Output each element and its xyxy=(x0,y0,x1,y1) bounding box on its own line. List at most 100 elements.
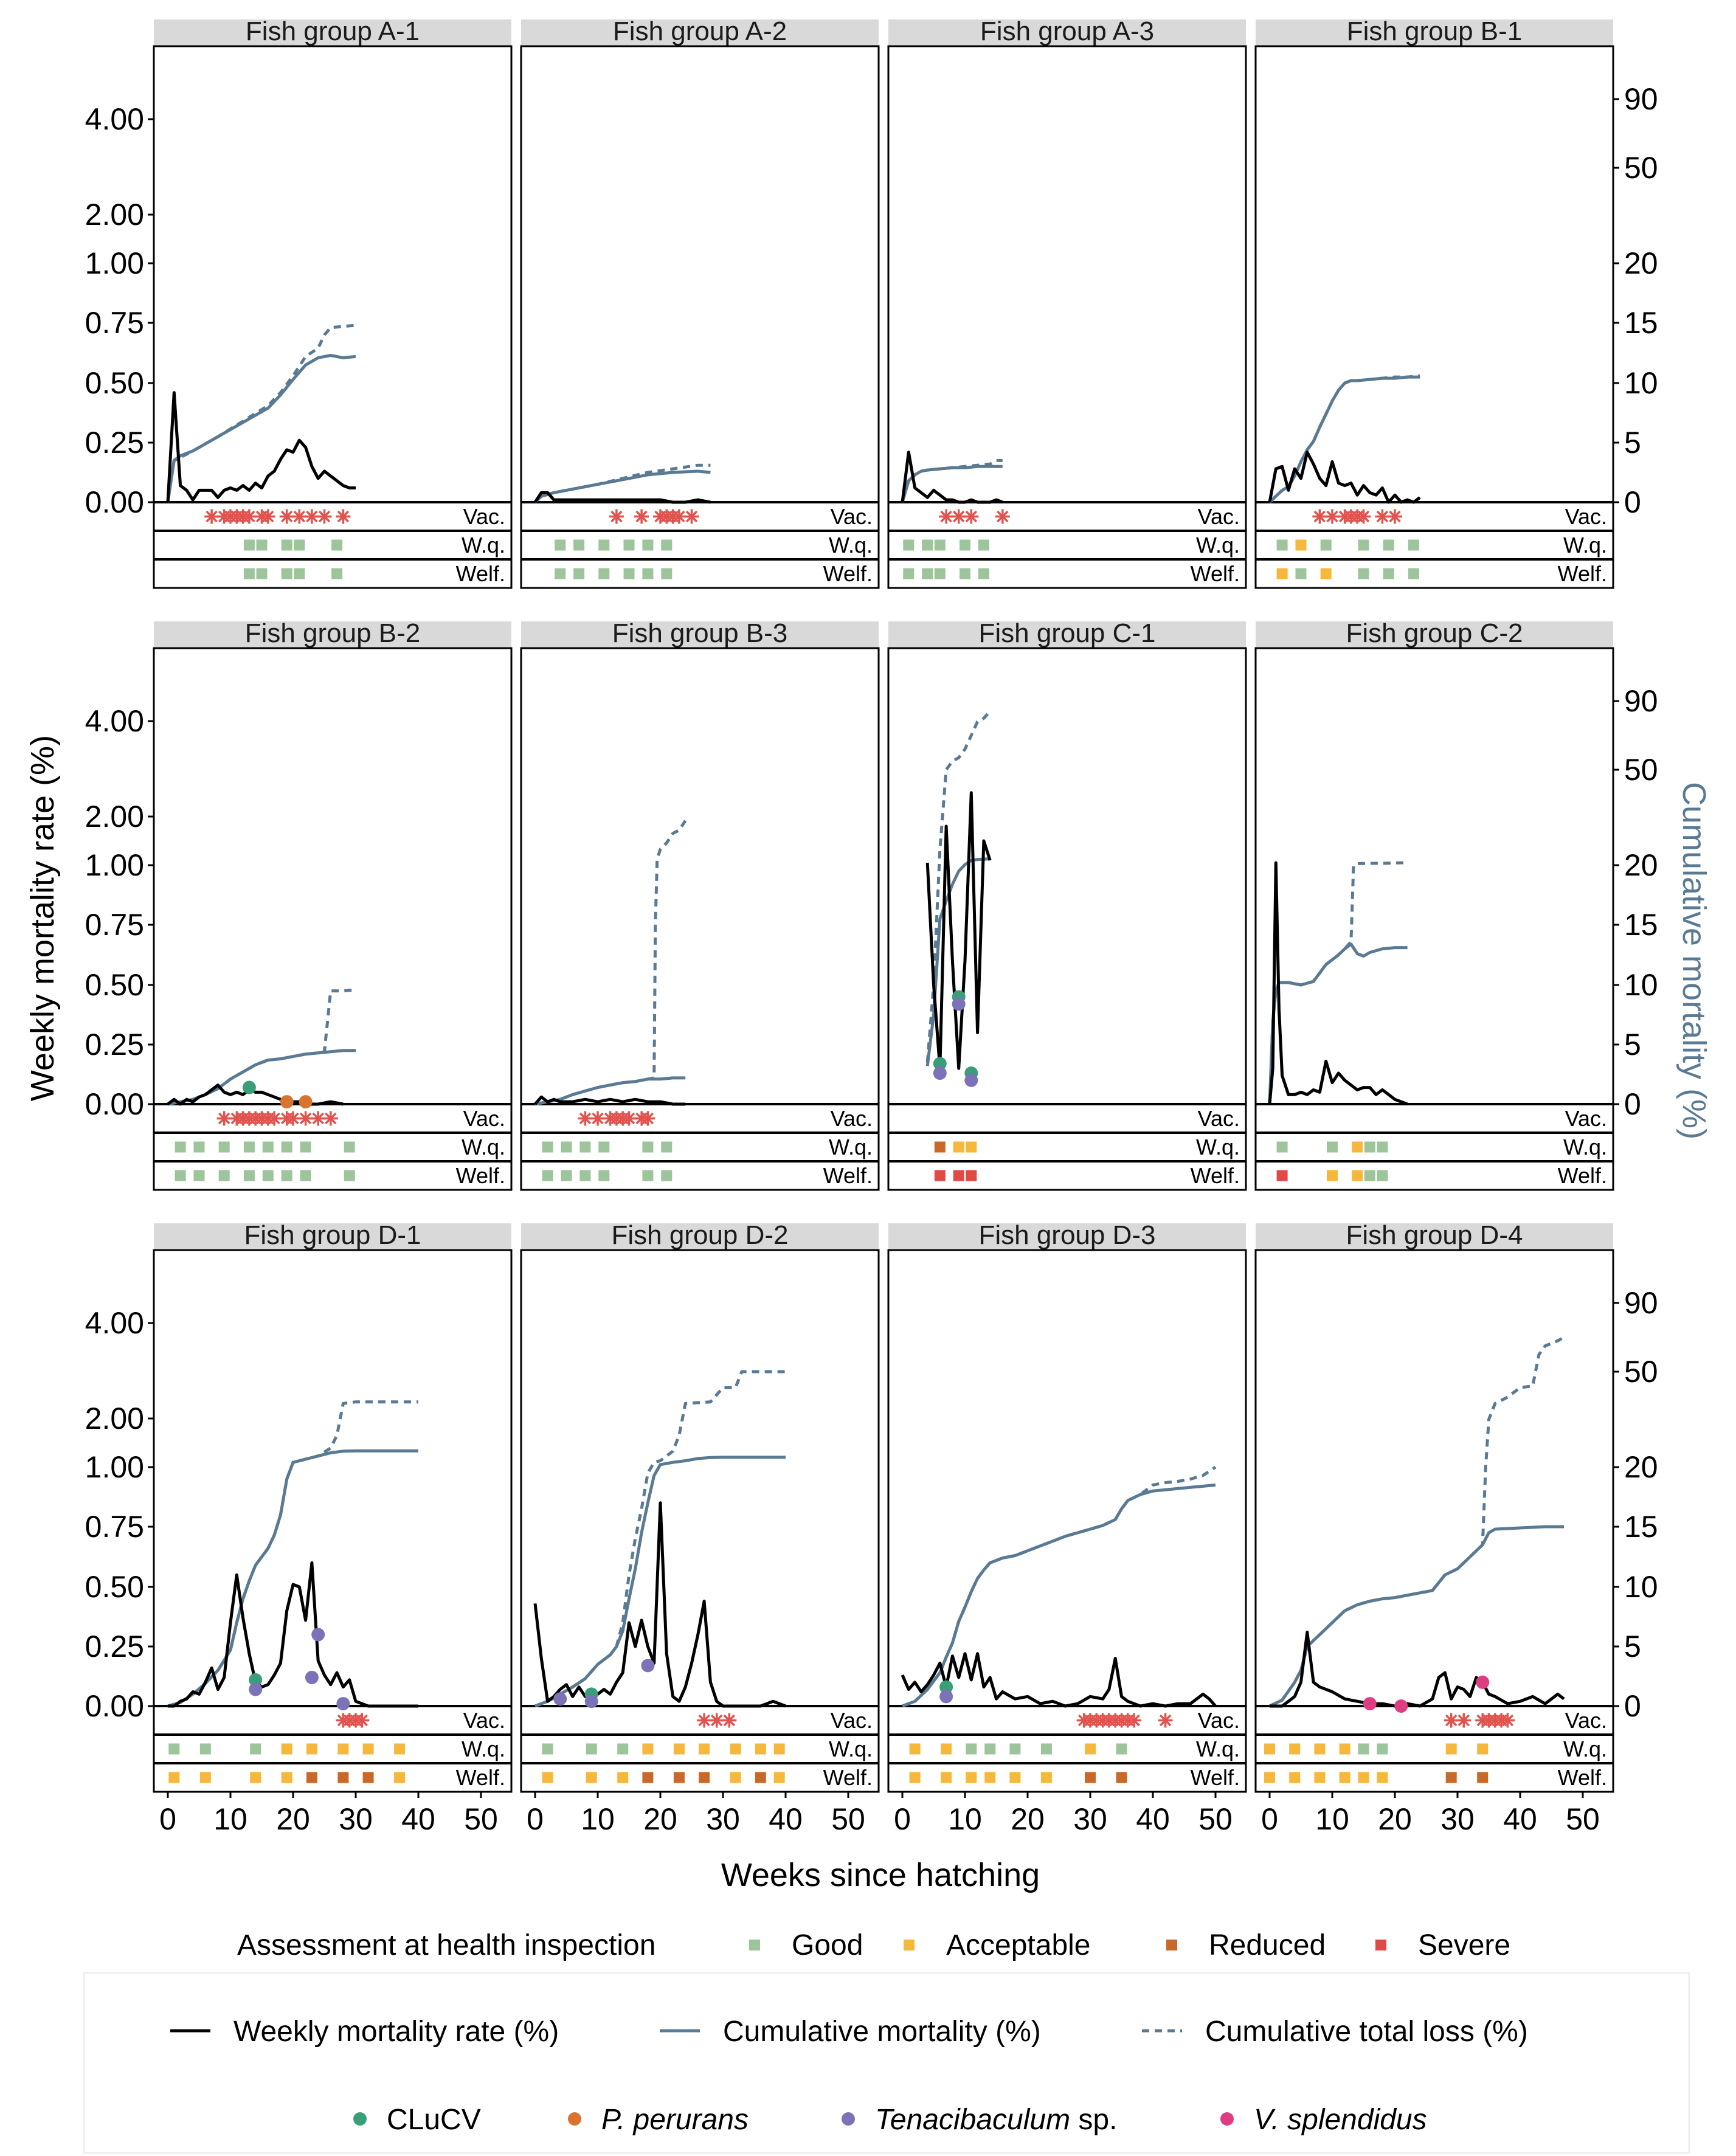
legend-swatch-good xyxy=(749,1940,760,1950)
x-tick-label: 20 xyxy=(276,1802,310,1836)
pathogen-point xyxy=(280,1095,294,1109)
vaccination-marker xyxy=(267,1111,282,1126)
welfare-marker xyxy=(1327,1170,1338,1181)
welfare-marker xyxy=(394,1772,406,1783)
pathogen-point xyxy=(939,1680,953,1694)
water-quality-marker xyxy=(344,1141,355,1153)
water-quality-marker xyxy=(281,539,292,551)
y-tick-label: 2.00 xyxy=(85,1401,144,1436)
welfare-marker xyxy=(598,1170,610,1181)
pathogen-point xyxy=(939,1690,953,1704)
vaccination-marker xyxy=(323,1111,338,1126)
water-quality-marker xyxy=(337,1743,349,1755)
water-quality-marker xyxy=(598,539,610,551)
row-label-vac: Vac. xyxy=(463,504,505,529)
legend-line-label: Weekly mortality rate (%) xyxy=(233,2016,559,2048)
panel-c-2: Fish group C-2 0 5 10 15 20 50 90 Vac. W.q. Welf. xyxy=(1254,618,1658,1191)
water-quality-marker xyxy=(218,1141,230,1153)
y2-tick-label: 20 xyxy=(1624,246,1658,280)
panel-d-3: Fish group D-3 Vac. W.q. Welf. 0 10 20 30 40 50 xyxy=(887,1220,1247,1836)
welfare-marker xyxy=(281,1772,292,1783)
cumulative-mortality-line xyxy=(925,857,991,1066)
cumulative-mortality-line xyxy=(902,1483,1216,1708)
x-tick-label: 50 xyxy=(464,1802,498,1836)
welfare-marker xyxy=(617,1772,629,1783)
water-quality-marker xyxy=(984,1743,996,1755)
water-quality-marker xyxy=(1377,1743,1388,1755)
row-label-welf: Welf. xyxy=(823,1765,873,1790)
vaccination-marker xyxy=(1127,1713,1142,1728)
x-tick-label: 40 xyxy=(1503,1802,1537,1836)
welfare-marker xyxy=(922,568,933,579)
vaccination-marker xyxy=(995,509,1010,524)
pathogen-point xyxy=(249,1673,263,1687)
y2-tick-label: 15 xyxy=(1624,306,1658,340)
welfare-marker xyxy=(199,1772,211,1783)
cumulative-total-loss-line xyxy=(925,710,992,1063)
welfare-marker xyxy=(243,1170,255,1181)
x-tick-label: 20 xyxy=(1011,1802,1045,1836)
pathogen-point xyxy=(242,1080,256,1094)
water-quality-marker xyxy=(1445,1743,1457,1755)
panel-title: Fish group C-1 xyxy=(978,618,1155,648)
vaccination-marker xyxy=(1375,509,1390,524)
y-tick-label: 0.25 xyxy=(85,1629,144,1664)
welfare-marker xyxy=(573,568,585,579)
water-quality-marker xyxy=(561,1141,572,1153)
pathogen-point xyxy=(1476,1675,1490,1689)
water-quality-marker xyxy=(573,539,585,551)
legend-label-acceptable: Acceptable xyxy=(946,1929,1091,1961)
panel-border xyxy=(153,647,513,1191)
cumulative-mortality-line xyxy=(534,1456,786,1708)
cumulative-total-loss-line xyxy=(534,820,687,1106)
weekly-mortality-line xyxy=(533,491,711,504)
row-label-vac: Vac. xyxy=(1198,1708,1240,1733)
cumulative-total-loss-line xyxy=(167,988,356,1106)
welfare-marker xyxy=(730,1772,741,1783)
y2-tick-label: 20 xyxy=(1624,848,1658,882)
x-tick-label: 30 xyxy=(339,1802,373,1836)
y2-tick-label: 50 xyxy=(1624,1355,1658,1389)
welfare-marker xyxy=(642,1772,654,1783)
welfare-marker xyxy=(1289,1772,1301,1783)
x-tick-label: 0 xyxy=(1261,1802,1278,1836)
y-tick-label: 0.25 xyxy=(85,426,144,460)
row-label-wq: W.q. xyxy=(1563,1736,1607,1761)
pathogen-point xyxy=(553,1692,567,1706)
welfare-marker xyxy=(300,1170,311,1181)
water-quality-marker xyxy=(922,539,933,551)
welfare-marker xyxy=(218,1170,230,1181)
vaccination-marker xyxy=(241,509,257,524)
panel-strip xyxy=(154,1223,511,1250)
water-quality-marker xyxy=(1289,1743,1301,1755)
legend-box xyxy=(83,1972,1690,2154)
y-tick-label: 2.00 xyxy=(85,800,144,834)
welfare-marker xyxy=(262,1170,274,1181)
welfare-marker xyxy=(1116,1772,1127,1783)
weekly-mortality-line xyxy=(166,391,356,503)
water-quality-marker xyxy=(617,1743,629,1755)
row-label-vac: Vac. xyxy=(831,1708,873,1733)
y2-tick-label: 5 xyxy=(1624,426,1641,460)
row-label-welf: Welf. xyxy=(1191,561,1240,586)
vaccination-marker xyxy=(354,1713,370,1728)
welfare-marker xyxy=(344,1170,355,1181)
welfare-marker xyxy=(1477,1772,1489,1783)
water-quality-marker xyxy=(909,1743,921,1755)
pathogen-point xyxy=(933,1057,947,1071)
cumulative-mortality-line xyxy=(534,469,711,503)
welfare-marker xyxy=(175,1170,186,1181)
water-quality-marker xyxy=(1085,1743,1096,1755)
welfare-marker xyxy=(1445,1772,1457,1783)
panel-strip xyxy=(521,19,879,46)
y2-tick-label: 10 xyxy=(1624,968,1658,1002)
water-quality-marker xyxy=(168,1743,180,1755)
welfare-marker xyxy=(1358,1772,1369,1783)
legend-label-good: Good xyxy=(792,1929,863,1961)
row-label-wq: W.q. xyxy=(462,1135,505,1159)
water-quality-marker xyxy=(699,1743,710,1755)
x-tick-label: 10 xyxy=(948,1802,982,1836)
water-quality-marker xyxy=(934,539,946,551)
legend-label-reduced: Reduced xyxy=(1209,1929,1326,1961)
